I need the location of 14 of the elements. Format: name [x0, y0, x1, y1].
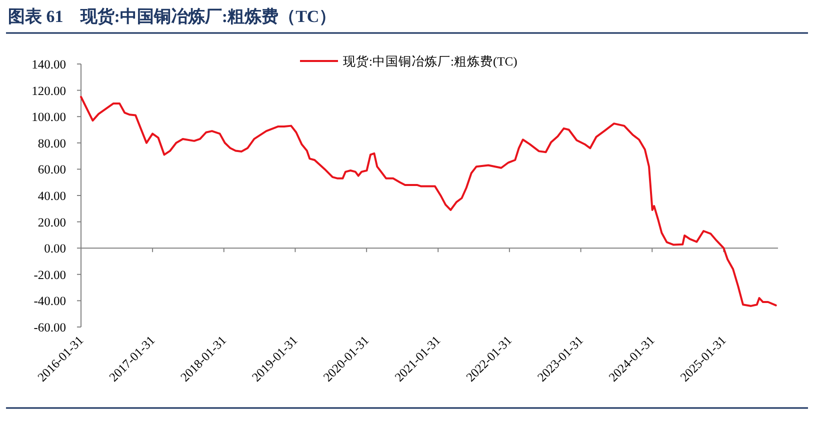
legend-label: 现货:中国铜冶炼厂:粗炼费(TC)	[343, 54, 518, 68]
line-series	[80, 96, 777, 307]
y-tick-label: 100.00	[32, 110, 66, 124]
y-tick-label: 60.00	[38, 162, 66, 177]
y-tick-label: 20.00	[38, 215, 66, 230]
y-tick-label: 0.00	[44, 242, 66, 256]
y-tick-label: -20.00	[34, 268, 66, 282]
y-tick-label: 80.00	[38, 136, 66, 150]
y-tick-label: 140.00	[32, 58, 66, 72]
y-tick-label: -40.00	[34, 294, 66, 308]
y-tick-label: -60.00	[34, 320, 66, 334]
y-tick-label: 40.00	[38, 189, 66, 203]
chart-title: 图表 61 现货:中国铜冶炼厂:粗炼费（TC）	[8, 7, 336, 26]
y-tick-label: 120.00	[32, 84, 66, 98]
